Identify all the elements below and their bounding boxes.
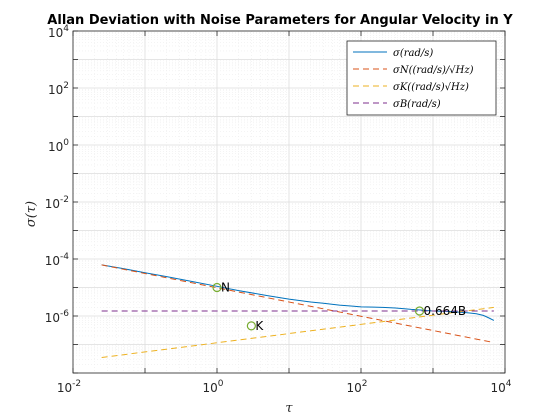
markers-group: N K 0.664B: [212, 281, 467, 333]
axes: 10-2 100 102 104 10-6 10-4 10-2 100 102 104: [45, 24, 512, 395]
legend-label-2: σK((rad/s)√Hz): [393, 82, 469, 93]
marker-circle-2: [414, 306, 425, 316]
marker-circle-0: [212, 282, 222, 293]
marker-circle-1: [246, 321, 256, 331]
legend-box: [346, 40, 497, 116]
series-line-1: [101, 264, 494, 344]
marker-label-2: 0.664B: [424, 304, 467, 318]
series-line-2: [101, 306, 494, 358]
y-tick-label: 100: [48, 138, 69, 154]
y-tick-label: 104: [48, 24, 69, 40]
y-tick-label: 10-2: [45, 195, 69, 211]
legend-label-1: σN((rad/s)/√Hz): [393, 65, 474, 76]
x-tick-label: 10-2: [57, 379, 81, 395]
y-tick-label: 10-4: [45, 252, 70, 268]
y-axis-label: σ(τ): [24, 201, 39, 227]
marker-label-1: K: [255, 319, 264, 333]
x-tick-label: 102: [346, 379, 367, 395]
series-line-0: [101, 264, 495, 321]
y-tick-label: 10-6: [45, 309, 70, 325]
legend-label-0: σ(rad/s): [393, 48, 433, 59]
chart-title: Allan Deviation with Noise Parameters fo…: [47, 13, 513, 28]
legend: σ(rad/s) σN((rad/s)/√Hz) σK((rad/s)√Hz) σB(…: [346, 40, 497, 116]
x-tick-label: 104: [490, 379, 511, 395]
x-tick-label: 100: [202, 379, 223, 395]
y-tick-label: 102: [48, 81, 69, 97]
marker-label-0: N: [221, 281, 230, 295]
x-axis-label: τ: [285, 401, 293, 416]
legend-label-3: σB(rad/s): [393, 99, 441, 110]
series-group: [101, 264, 495, 358]
